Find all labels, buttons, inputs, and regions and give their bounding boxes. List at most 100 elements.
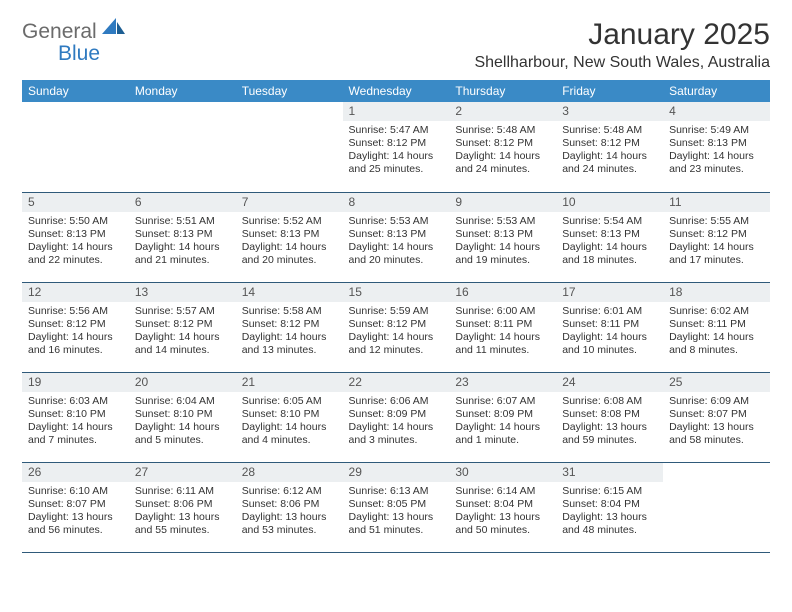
sunset-line: Sunset: 8:10 PM xyxy=(135,408,230,421)
week-row: 1Sunrise: 5:47 AMSunset: 8:12 PMDaylight… xyxy=(22,102,770,192)
empty-day xyxy=(663,463,770,484)
day-details: Sunrise: 5:53 AMSunset: 8:13 PMDaylight:… xyxy=(455,215,550,267)
daylight-line: Daylight: 14 hours and 20 minutes. xyxy=(349,241,444,267)
day-header-wednesday: Wednesday xyxy=(343,80,450,102)
day-number: 15 xyxy=(343,283,450,302)
day-details: Sunrise: 5:56 AMSunset: 8:12 PMDaylight:… xyxy=(28,305,123,357)
sunrise-line: Sunrise: 6:09 AM xyxy=(669,395,764,408)
daylight-line: Daylight: 14 hours and 22 minutes. xyxy=(28,241,123,267)
week-row: 19Sunrise: 6:03 AMSunset: 8:10 PMDayligh… xyxy=(22,372,770,462)
daylight-line: Daylight: 13 hours and 48 minutes. xyxy=(562,511,657,537)
logo-blue-row: Blue xyxy=(22,42,100,66)
sunset-line: Sunset: 8:12 PM xyxy=(669,228,764,241)
day-header-thursday: Thursday xyxy=(449,80,556,102)
sunset-line: Sunset: 8:12 PM xyxy=(349,137,444,150)
sunrise-line: Sunrise: 5:59 AM xyxy=(349,305,444,318)
sunset-line: Sunset: 8:11 PM xyxy=(669,318,764,331)
day-number: 8 xyxy=(343,193,450,212)
day-details: Sunrise: 5:51 AMSunset: 8:13 PMDaylight:… xyxy=(135,215,230,267)
sunrise-line: Sunrise: 6:03 AM xyxy=(28,395,123,408)
sunrise-line: Sunrise: 6:06 AM xyxy=(349,395,444,408)
day-number: 11 xyxy=(663,193,770,212)
day-number: 25 xyxy=(663,373,770,392)
day-cell xyxy=(236,102,343,192)
day-details: Sunrise: 6:01 AMSunset: 8:11 PMDaylight:… xyxy=(562,305,657,357)
location: Shellharbour, New South Wales, Australia xyxy=(474,54,770,72)
daylight-line: Daylight: 14 hours and 4 minutes. xyxy=(242,421,337,447)
sunset-line: Sunset: 8:04 PM xyxy=(562,498,657,511)
sunset-line: Sunset: 8:13 PM xyxy=(28,228,123,241)
sunrise-line: Sunrise: 5:52 AM xyxy=(242,215,337,228)
daylight-line: Daylight: 13 hours and 59 minutes. xyxy=(562,421,657,447)
sunrise-line: Sunrise: 6:11 AM xyxy=(135,485,230,498)
daylight-line: Daylight: 14 hours and 3 minutes. xyxy=(349,421,444,447)
day-cell: 7Sunrise: 5:52 AMSunset: 8:13 PMDaylight… xyxy=(236,192,343,282)
day-cell: 24Sunrise: 6:08 AMSunset: 8:08 PMDayligh… xyxy=(556,372,663,462)
day-number: 1 xyxy=(343,102,450,121)
daylight-line: Daylight: 14 hours and 14 minutes. xyxy=(135,331,230,357)
sunset-line: Sunset: 8:04 PM xyxy=(455,498,550,511)
empty-day xyxy=(22,102,129,123)
day-cell: 9Sunrise: 5:53 AMSunset: 8:13 PMDaylight… xyxy=(449,192,556,282)
day-header-monday: Monday xyxy=(129,80,236,102)
sunrise-line: Sunrise: 6:08 AM xyxy=(562,395,657,408)
day-details: Sunrise: 6:00 AMSunset: 8:11 PMDaylight:… xyxy=(455,305,550,357)
calendar-table: SundayMondayTuesdayWednesdayThursdayFrid… xyxy=(22,80,770,553)
sunrise-line: Sunrise: 5:54 AM xyxy=(562,215,657,228)
sunset-line: Sunset: 8:09 PM xyxy=(349,408,444,421)
sunset-line: Sunset: 8:06 PM xyxy=(135,498,230,511)
day-details: Sunrise: 6:05 AMSunset: 8:10 PMDaylight:… xyxy=(242,395,337,447)
sunset-line: Sunset: 8:05 PM xyxy=(349,498,444,511)
month-title: January 2025 xyxy=(474,18,770,52)
day-cell: 27Sunrise: 6:11 AMSunset: 8:06 PMDayligh… xyxy=(129,462,236,552)
daylight-line: Daylight: 13 hours and 56 minutes. xyxy=(28,511,123,537)
day-details: Sunrise: 5:50 AMSunset: 8:13 PMDaylight:… xyxy=(28,215,123,267)
day-details: Sunrise: 6:13 AMSunset: 8:05 PMDaylight:… xyxy=(349,485,444,537)
day-cell: 15Sunrise: 5:59 AMSunset: 8:12 PMDayligh… xyxy=(343,282,450,372)
day-header-tuesday: Tuesday xyxy=(236,80,343,102)
sunrise-line: Sunrise: 5:47 AM xyxy=(349,124,444,137)
day-number: 4 xyxy=(663,102,770,121)
day-details: Sunrise: 5:55 AMSunset: 8:12 PMDaylight:… xyxy=(669,215,764,267)
daylight-line: Daylight: 13 hours and 50 minutes. xyxy=(455,511,550,537)
sunrise-line: Sunrise: 5:53 AM xyxy=(349,215,444,228)
logo: General xyxy=(22,20,129,44)
logo-text-general: General xyxy=(22,20,97,44)
day-cell: 31Sunrise: 6:15 AMSunset: 8:04 PMDayligh… xyxy=(556,462,663,552)
sunset-line: Sunset: 8:13 PM xyxy=(669,137,764,150)
sunrise-line: Sunrise: 6:05 AM xyxy=(242,395,337,408)
sunset-line: Sunset: 8:12 PM xyxy=(562,137,657,150)
sunset-line: Sunset: 8:08 PM xyxy=(562,408,657,421)
sunrise-line: Sunrise: 5:48 AM xyxy=(455,124,550,137)
day-details: Sunrise: 6:06 AMSunset: 8:09 PMDaylight:… xyxy=(349,395,444,447)
day-cell xyxy=(663,462,770,552)
day-cell: 5Sunrise: 5:50 AMSunset: 8:13 PMDaylight… xyxy=(22,192,129,282)
day-cell: 3Sunrise: 5:48 AMSunset: 8:12 PMDaylight… xyxy=(556,102,663,192)
sunrise-line: Sunrise: 6:15 AM xyxy=(562,485,657,498)
day-cell: 23Sunrise: 6:07 AMSunset: 8:09 PMDayligh… xyxy=(449,372,556,462)
sunrise-line: Sunrise: 6:00 AM xyxy=(455,305,550,318)
sunset-line: Sunset: 8:11 PM xyxy=(562,318,657,331)
day-number: 21 xyxy=(236,373,343,392)
sunset-line: Sunset: 8:10 PM xyxy=(242,408,337,421)
sunset-line: Sunset: 8:12 PM xyxy=(242,318,337,331)
daylight-line: Daylight: 14 hours and 24 minutes. xyxy=(562,150,657,176)
day-number: 26 xyxy=(22,463,129,482)
day-cell: 21 Sunrise: 6:05 AMSunset: 8:10 PMDayligh… xyxy=(236,372,343,462)
day-number: 28 xyxy=(236,463,343,482)
day-details: Sunrise: 5:52 AMSunset: 8:13 PMDaylight:… xyxy=(242,215,337,267)
sunset-line: Sunset: 8:13 PM xyxy=(135,228,230,241)
daylight-line: Daylight: 14 hours and 11 minutes. xyxy=(455,331,550,357)
day-details: Sunrise: 6:12 AMSunset: 8:06 PMDaylight:… xyxy=(242,485,337,537)
day-number: 29 xyxy=(343,463,450,482)
day-details: Sunrise: 5:53 AMSunset: 8:13 PMDaylight:… xyxy=(349,215,444,267)
daylight-line: Daylight: 14 hours and 21 minutes. xyxy=(135,241,230,267)
day-details: Sunrise: 6:04 AMSunset: 8:10 PMDaylight:… xyxy=(135,395,230,447)
daylight-line: Daylight: 14 hours and 25 minutes. xyxy=(349,150,444,176)
day-number: 16 xyxy=(449,283,556,302)
day-number: 12 xyxy=(22,283,129,302)
day-cell: 18Sunrise: 6:02 AMSunset: 8:11 PMDayligh… xyxy=(663,282,770,372)
week-row: 26Sunrise: 6:10 AMSunset: 8:07 PMDayligh… xyxy=(22,462,770,552)
sunrise-line: Sunrise: 5:51 AM xyxy=(135,215,230,228)
day-cell: 1 Sunrise: 5:47 AMSunset: 8:12 PMDaylight… xyxy=(343,102,450,192)
